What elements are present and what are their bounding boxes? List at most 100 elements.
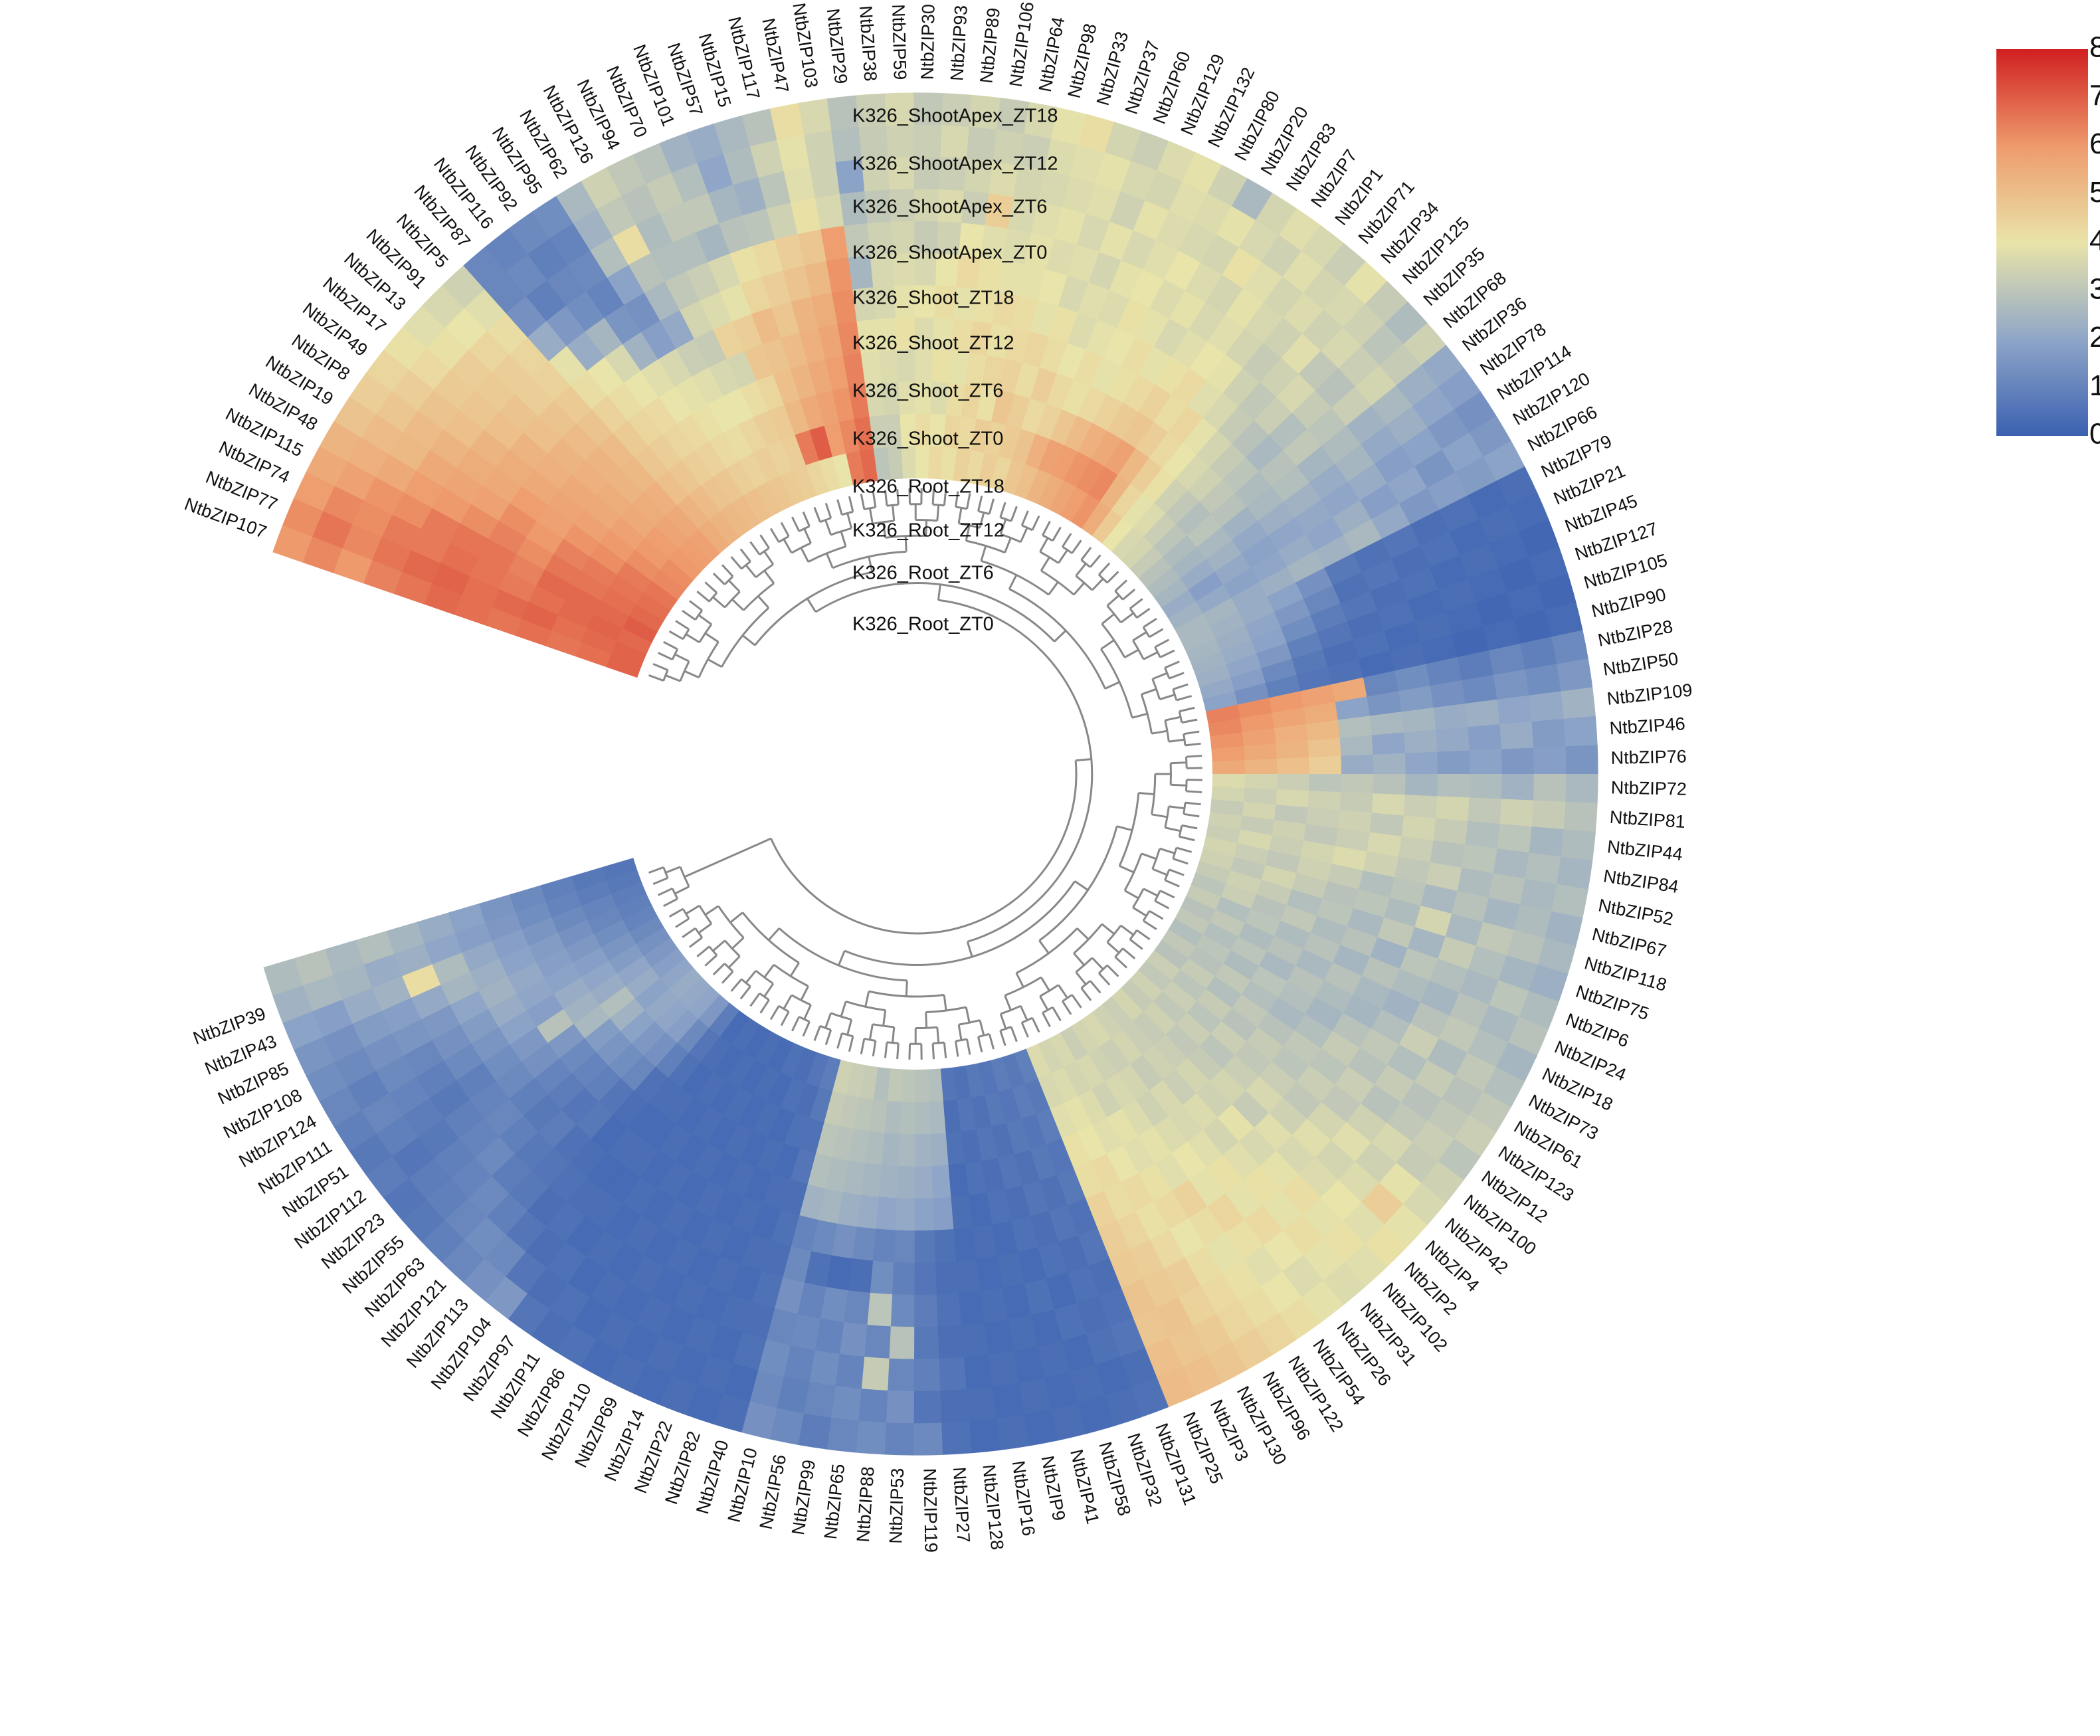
dendrogram-branch: [1187, 780, 1202, 781]
heatmap-cell: [855, 1420, 886, 1455]
dendrogram-branch: [1077, 928, 1088, 939]
heatmap-cell: [914, 1198, 934, 1230]
dendrogram-branch: [1054, 630, 1066, 641]
dendrogram-branch: [1092, 958, 1103, 969]
heatmap-cell: [895, 1198, 915, 1231]
dendrogram-branch: [649, 867, 664, 872]
dendrogram-branch: [732, 599, 743, 610]
heatmap-cell: [1565, 745, 1598, 775]
dendrogram-branch: [670, 909, 684, 917]
dendrogram-branch: [849, 496, 853, 512]
dendrogram-branch: [741, 987, 751, 999]
dendrogram-branch: [761, 1000, 769, 1013]
gene-label: NtbZIP41: [1066, 1448, 1103, 1526]
dendrogram-branch: [1022, 1022, 1028, 1037]
dendrogram-branch: [1149, 629, 1163, 637]
heatmap-cell: [961, 1322, 989, 1357]
heatmap-cell: [888, 1326, 914, 1359]
heatmap-cell: [1501, 747, 1534, 775]
gene-label: NtbZIP67: [1590, 924, 1668, 961]
dendrogram-branch: [1153, 869, 1167, 875]
dendrogram-branch: [714, 573, 725, 585]
dendrogram-branch: [690, 601, 702, 610]
gene-label: NtbZIP89: [977, 7, 1004, 84]
dendrogram-branch: [684, 671, 699, 678]
gene-label: NtbZIP99: [788, 1458, 819, 1536]
dendrogram-branch: [1160, 848, 1175, 853]
heatmap-cell: [915, 446, 930, 478]
heatmap-cell: [1435, 796, 1469, 822]
gene-label: NtbZIP44: [1606, 836, 1684, 864]
dendrogram-branch: [1040, 996, 1048, 1010]
dendrogram-branch: [1155, 640, 1169, 647]
heatmap-cell: [896, 1165, 915, 1199]
heatmap-cell: [1433, 704, 1468, 730]
dendrogram-branch: [1143, 619, 1157, 627]
dendrogram-branch: [771, 1006, 779, 1019]
dendrogram-branch: [1048, 582, 1058, 595]
dendrogram-branch: [1005, 995, 1011, 1010]
dendrogram-branch: [732, 937, 743, 948]
heatmap-cell: [902, 446, 916, 478]
dendrogram-branch: [792, 1017, 799, 1031]
dendrogram-branch: [731, 979, 741, 991]
heatmap-cell: [1531, 801, 1566, 830]
dendrogram-branch: [978, 1037, 981, 1052]
heatmap-cell: [1341, 755, 1374, 775]
dendrogram-branch: [805, 1005, 811, 1020]
heatmap-cell: [913, 1326, 939, 1359]
gene-label: NtbZIP28: [1596, 617, 1675, 650]
dendrogram-branch: [1076, 563, 1086, 576]
heatmap-cell: [930, 1133, 949, 1166]
dendrogram-branch: [826, 1013, 831, 1028]
dendrogram-branch: [805, 529, 811, 543]
dendrogram-branch: [826, 520, 831, 535]
heatmap-cell: [901, 1069, 915, 1102]
row-label: K326_ShootApex_ZT18: [852, 106, 1058, 127]
dendrogram-branch: [849, 1036, 853, 1052]
heatmap-cell: [1212, 760, 1245, 775]
row-label: K326_Shoot_ZT12: [852, 333, 1014, 354]
dendrogram-branch: [1179, 836, 1194, 840]
dendrogram-branch: [1125, 650, 1139, 658]
dendrogram-branch: [838, 500, 842, 515]
dendrogram-branch: [1184, 814, 1199, 817]
colorbar-tick-label: 5: [2089, 176, 2100, 209]
gene-label: NtbZIP38: [856, 5, 881, 82]
heatmap-cell: [887, 1358, 914, 1391]
heatmap-cell: [936, 1293, 961, 1327]
dendrogram-branch: [1141, 689, 1156, 694]
dendrogram-branch: [784, 995, 792, 1009]
dendrogram-branch: [1143, 652, 1157, 660]
dendrogram-branch: [1173, 859, 1189, 864]
heatmap-cell: [1308, 756, 1341, 775]
dendrogram-branch: [746, 971, 756, 983]
dendrogram-branch: [1130, 599, 1143, 609]
row-label: K326_Root_ZT18: [852, 476, 1004, 498]
heatmap-cell: [931, 350, 951, 383]
dendrogram-branch: [1160, 891, 1174, 898]
dendrogram-branch: [676, 621, 689, 629]
dendrogram-branch: [1105, 682, 1119, 689]
row-label: K326_ShootApex_ZT6: [852, 197, 1047, 218]
heatmap-cell: [1469, 774, 1502, 800]
dendrogram-branch: [989, 499, 993, 514]
heatmap-cell: [966, 1386, 997, 1421]
heatmap-cell: [861, 1356, 890, 1391]
gene-label: NtbZIP72: [1610, 777, 1687, 799]
heatmap-cell: [1468, 724, 1501, 751]
dendrogram-branch: [649, 675, 664, 680]
dendrogram-branch: [1115, 580, 1127, 591]
dendrogram-branch: [1062, 1001, 1071, 1014]
dendrogram-branch: [801, 986, 809, 1000]
dendrogram-branch: [1186, 756, 1202, 757]
dendrogram-branch: [885, 1042, 887, 1058]
dendrogram-branch: [792, 517, 799, 531]
dendrogram-branch: [1102, 614, 1114, 624]
heatmap-cell: [858, 1388, 888, 1422]
dendrogram-branch: [1165, 828, 1181, 831]
heatmap-cell: [963, 1354, 993, 1389]
dendrogram-branch: [814, 1026, 820, 1040]
dendrogram-branch: [1042, 522, 1050, 535]
heatmap-cell: [1373, 753, 1406, 775]
